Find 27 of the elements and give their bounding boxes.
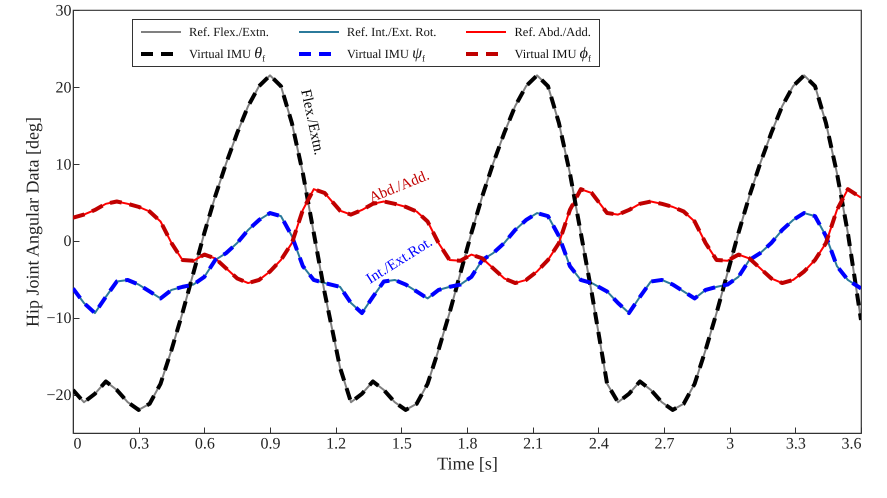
y-axis-title: Hip Joint Angular Data [deg] bbox=[22, 117, 42, 327]
legend-label: Virtual IMU ψ$_{f}$ bbox=[346, 44, 426, 64]
y-tick-label: −20 bbox=[46, 387, 72, 404]
y-tick-label: 0 bbox=[64, 233, 72, 250]
x-tick-label: 1.2 bbox=[326, 436, 346, 452]
annotation: Flex./Extn. bbox=[297, 88, 327, 156]
x-tick-label: 2.4 bbox=[588, 436, 609, 452]
y-tick-label: 10 bbox=[56, 156, 72, 174]
x-tick-label: 3.3 bbox=[786, 436, 806, 452]
x-tick-label: 0.3 bbox=[129, 436, 150, 452]
x-tick-label: 1.8 bbox=[458, 436, 478, 452]
x-tick-label: 2.7 bbox=[654, 436, 674, 452]
legend-label: Virtual IMU ϕ$_{f}$ bbox=[514, 44, 591, 64]
legend-label: Ref. Abd./Add. bbox=[514, 24, 591, 40]
y-tick-label: −10 bbox=[46, 310, 72, 328]
y-tick-label: 20 bbox=[56, 79, 72, 96]
x-tick-label: 3 bbox=[726, 436, 734, 452]
y-tick-label: 30 bbox=[56, 2, 72, 20]
x-tick-label: 0.9 bbox=[260, 436, 280, 452]
x-tick-label: 3.6 bbox=[842, 436, 862, 452]
x-tick-label: 0.6 bbox=[194, 436, 215, 452]
x-axis-title: Time [s] bbox=[437, 454, 498, 474]
legend-label: Ref. Int./Ext. Rot. bbox=[346, 24, 436, 40]
legend-label: Ref. Flex./Extn. bbox=[189, 24, 269, 40]
x-tick-label: 2.1 bbox=[523, 436, 544, 452]
legend-label: Virtual IMU θ$_{f}$ bbox=[189, 44, 266, 64]
x-tick-label: 1.5 bbox=[392, 436, 412, 452]
